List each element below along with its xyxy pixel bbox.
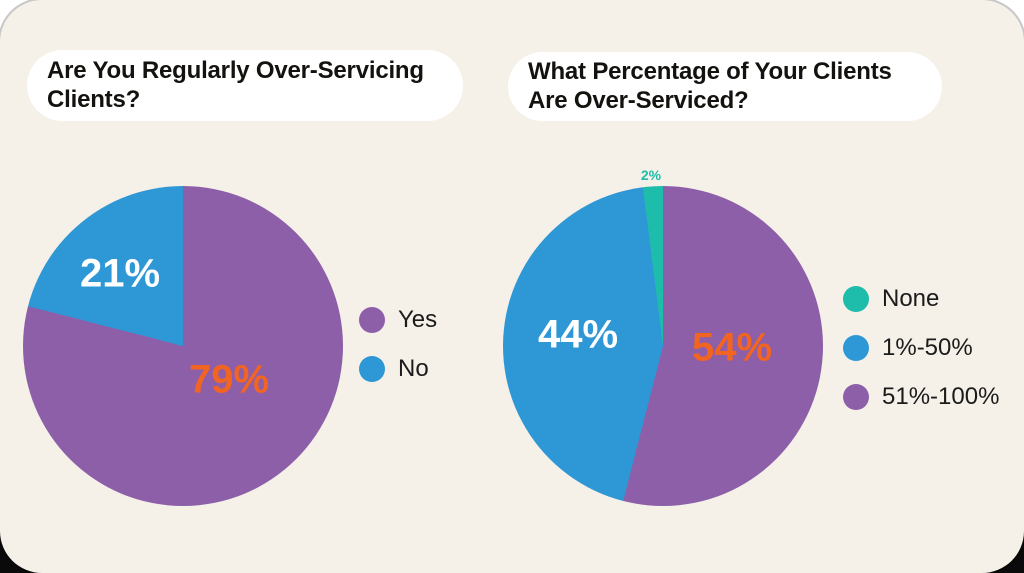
legend-label: Yes: [398, 306, 438, 333]
legend-label: None: [882, 285, 940, 312]
legend-color-dot: [843, 384, 869, 410]
legend-color-dot: [843, 335, 869, 361]
chart-title-pill: Are You Regularly Over-Servicing Clients…: [27, 50, 463, 121]
legend-label: 51%-100%: [882, 383, 1000, 410]
pie-chart-percent-over-serviced: 54% 44% 2%: [503, 167, 823, 506]
legend-color-dot: [843, 286, 869, 312]
legend-percent-over-serviced: None 1%-50% 51%-100%: [843, 286, 999, 410]
legend-label: 1%-50%: [882, 334, 973, 361]
pie-value-label-no: 21%: [79, 251, 161, 296]
pie-value-label-yes: 79%: [188, 357, 270, 402]
chart-title-line: Clients?: [47, 85, 141, 113]
pie-value-label-none: 2%: [640, 167, 662, 183]
pie-value-label-1-50-: 44%: [537, 312, 619, 357]
chart-title-pill: What Percentage of Your Clients Are Over…: [508, 52, 942, 121]
chart-title-line: Are Over-Serviced?: [528, 86, 749, 114]
legend-label: No: [398, 355, 429, 382]
pie-value-label-51-100-: 54%: [691, 325, 773, 370]
legend-item-no: No: [359, 356, 437, 382]
legend-color-dot: [359, 356, 385, 382]
legend-color-dot: [359, 307, 385, 333]
chart-title-line: What Percentage of Your Clients: [528, 57, 892, 85]
legend-item-none: None: [843, 286, 999, 312]
chart-title-line: Are You Regularly Over-Servicing: [47, 56, 424, 84]
legend-item-yes: Yes: [359, 307, 437, 333]
pie-circle: [503, 186, 823, 506]
legend-over-servicing: Yes No: [359, 307, 437, 382]
legend-item-1-50-: 1%-50%: [843, 335, 999, 361]
legend-item-51-100-: 51%-100%: [843, 384, 999, 410]
pie-chart-over-servicing: 79% 21%: [23, 186, 343, 506]
pie-circle: [23, 186, 343, 506]
